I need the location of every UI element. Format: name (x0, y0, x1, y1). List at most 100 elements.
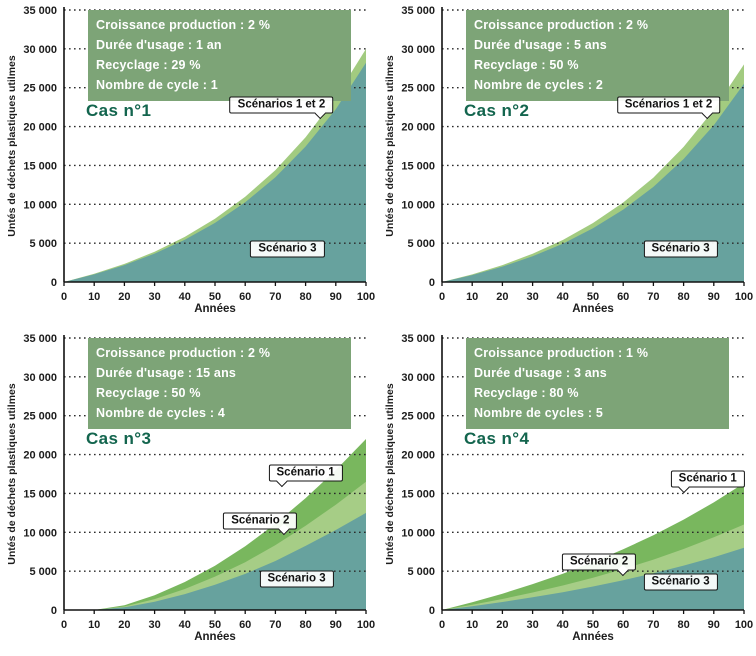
x-tick-label: 30 (148, 291, 160, 303)
x-axis-label: Années (194, 631, 236, 643)
x-tick-label: 50 (587, 619, 599, 631)
y-tick-label: 25 000 (401, 83, 435, 95)
x-tick-label: 90 (708, 619, 720, 631)
y-axis-label: Untés de déchets plastiques utilmes (384, 55, 396, 237)
x-axis-label: Années (194, 303, 236, 315)
case-title: Cas n°1 (86, 101, 152, 120)
case-title: Cas n°3 (86, 429, 152, 448)
x-tick-label: 20 (118, 619, 130, 631)
x-tick-label: 0 (439, 619, 445, 631)
y-tick-label: 0 (429, 277, 435, 289)
y-tick-label: 35 000 (401, 333, 435, 345)
x-tick-label: 100 (735, 291, 753, 303)
y-tick-label: 20 000 (401, 122, 435, 134)
x-tick-label: 0 (61, 291, 67, 303)
annotation-scénarios-1-et-2: Scénarios 1 et 2 (616, 96, 721, 114)
param-line: Croissance production : 2 % (96, 346, 271, 360)
x-tick-label: 80 (299, 291, 311, 303)
x-tick-label: 10 (88, 619, 100, 631)
y-tick-label: 10 000 (23, 199, 57, 211)
y-tick-label: 5 000 (29, 238, 57, 250)
chart-cas-4: 0 10 20 30 40 50 60 70 80 90 100 0 5 000 10 000 15 000… (378, 328, 756, 656)
case-title: Cas n°2 (464, 101, 530, 120)
y-tick-label: 0 (51, 605, 57, 617)
param-box: Croissance production : 2 % Durée d'usag… (88, 10, 351, 101)
x-tick-label: 40 (179, 619, 191, 631)
param-line: Recyclage : 50 % (474, 58, 579, 72)
x-tick-label: 40 (557, 291, 569, 303)
x-tick-label: 10 (88, 291, 100, 303)
x-tick-label: 40 (557, 619, 569, 631)
x-tick-label: 60 (617, 291, 629, 303)
y-axis-label: Untés de déchets plastiques utilmes (6, 55, 18, 237)
y-tick-label: 5 000 (29, 566, 57, 578)
x-tick-label: 60 (239, 619, 251, 631)
param-box: Croissance production : 2 % Durée d'usag… (466, 10, 729, 101)
chart-cas-3: 0 10 20 30 40 50 60 70 80 90 100 0 5 000 10 000 15 000… (0, 328, 378, 656)
y-tick-label: 30 000 (23, 44, 57, 56)
annotation-scénario-2: Scénario 2 (223, 512, 298, 530)
param-line: Nombre de cycles : 4 (96, 406, 226, 420)
y-tick-label: 30 000 (401, 372, 435, 384)
y-axis-label: Untés de déchets plastiques utilmes (384, 383, 396, 565)
param-line: Recyclage : 50 % (96, 386, 201, 400)
area-Scénario 3 (442, 83, 744, 282)
param-line: Nombre de cycles : 5 (474, 406, 604, 420)
case-title: Cas n°4 (464, 429, 530, 448)
annotation-scénario-1: Scénario 1 (268, 464, 343, 482)
param-box: Croissance production : 2 % Durée d'usag… (88, 338, 351, 429)
param-line: Recyclage : 29 % (96, 58, 201, 72)
param-line: Croissance production : 2 % (474, 18, 649, 32)
x-tick-label: 70 (647, 619, 659, 631)
param-line: Durée d'usage : 3 ans (474, 366, 607, 380)
annotation-scénario-2: Scénario 2 (561, 553, 637, 571)
x-tick-label: 90 (330, 619, 342, 631)
param-line: Nombre de cycle : 1 (96, 78, 218, 92)
y-tick-label: 0 (429, 605, 435, 617)
x-tick-label: 60 (617, 619, 629, 631)
y-tick-label: 15 000 (401, 160, 435, 172)
x-tick-label: 80 (299, 619, 311, 631)
x-tick-label: 30 (526, 619, 538, 631)
x-tick-label: 100 (735, 619, 753, 631)
param-line: Croissance production : 2 % (96, 18, 271, 32)
y-tick-label: 35 000 (23, 333, 57, 345)
param-line: Durée d'usage : 15 ans (96, 366, 237, 380)
param-line: Recyclage : 80 % (474, 386, 579, 400)
area-Scénario 3 (64, 62, 366, 282)
chart-cas-2: 0 10 20 30 40 50 60 70 80 90 100 0 5 000 10 000 15 000… (378, 0, 756, 328)
x-tick-label: 70 (269, 619, 281, 631)
y-tick-label: 10 000 (23, 527, 57, 539)
annotation-scénario-3: Scénario 3 (643, 240, 718, 258)
param-line: Durée d'usage : 5 ans (474, 38, 607, 52)
y-tick-label: 15 000 (23, 488, 57, 500)
x-axis-label: Années (572, 631, 614, 643)
area-Scénario 3 (442, 547, 744, 610)
x-tick-label: 20 (496, 291, 508, 303)
y-tick-label: 35 000 (23, 5, 57, 17)
y-tick-label: 25 000 (23, 83, 57, 95)
plot-cas-2: 0 10 20 30 40 50 60 70 80 90 100 0 5 000 10 000 15 000… (401, 5, 753, 303)
annotation-scénario-3: Scénario 3 (250, 240, 325, 258)
x-tick-label: 0 (439, 291, 445, 303)
x-tick-label: 30 (148, 619, 160, 631)
x-tick-label: 100 (357, 619, 375, 631)
y-tick-label: 5 000 (407, 238, 435, 250)
x-tick-label: 50 (587, 291, 599, 303)
y-tick-label: 20 000 (23, 122, 57, 134)
y-tick-label: 20 000 (401, 450, 435, 462)
y-tick-label: 25 000 (23, 411, 57, 423)
y-tick-label: 10 000 (401, 199, 435, 211)
param-line: Croissance production : 1 % (474, 346, 649, 360)
y-axis-label: Untés de déchets plastiques utilmes (6, 383, 18, 565)
y-tick-label: 10 000 (401, 527, 435, 539)
annotation-scénarios-1-et-2: Scénarios 1 et 2 (229, 96, 334, 114)
x-tick-label: 30 (526, 291, 538, 303)
x-tick-label: 20 (496, 619, 508, 631)
x-tick-label: 90 (708, 291, 720, 303)
x-tick-label: 70 (647, 291, 659, 303)
x-tick-label: 80 (677, 291, 689, 303)
x-tick-label: 50 (209, 291, 221, 303)
x-tick-label: 10 (466, 291, 478, 303)
